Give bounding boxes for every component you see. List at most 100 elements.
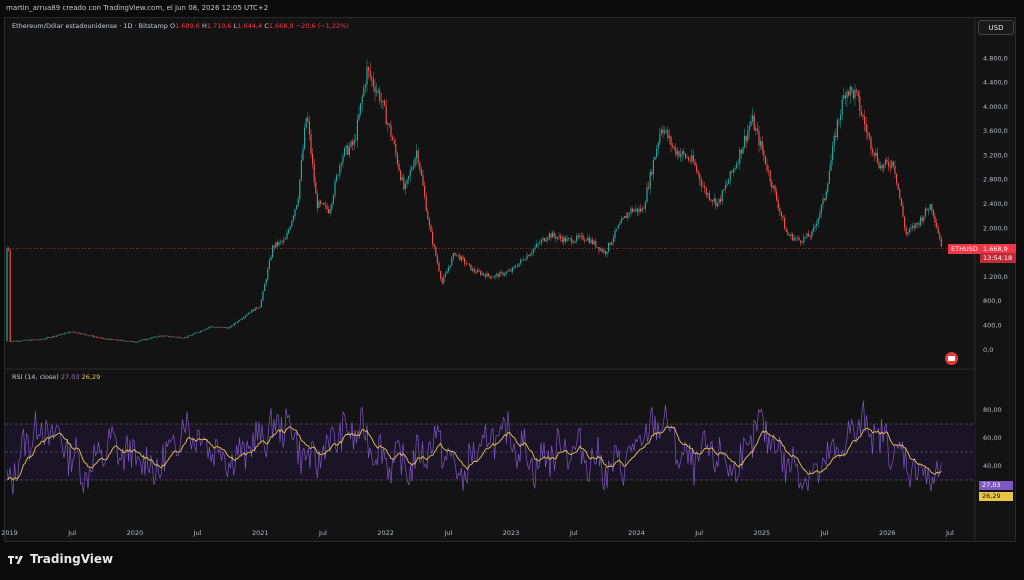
candle-body	[56, 335, 58, 337]
open-label: O	[169, 22, 176, 30]
rsi-label[interactable]: RSI (14, close)	[12, 373, 59, 381]
candle-body	[603, 250, 605, 252]
candle-body	[692, 155, 694, 162]
candle-body	[419, 162, 421, 170]
candle-body	[873, 152, 875, 156]
candle-body	[128, 341, 130, 343]
time-axis-tick: Jul	[569, 529, 578, 537]
candle-body	[384, 100, 386, 106]
candle-body	[886, 160, 888, 163]
candle-body	[760, 141, 762, 146]
candle-body	[390, 125, 392, 137]
candle-body	[268, 260, 270, 269]
candle-body	[291, 220, 293, 227]
candle-body	[158, 335, 160, 337]
candle-body	[723, 189, 725, 191]
candle-body	[907, 232, 909, 235]
candle-body	[915, 222, 917, 228]
candle-body	[230, 325, 232, 328]
candle-body	[185, 337, 187, 338]
candle-body	[828, 170, 830, 184]
candle-body	[318, 200, 320, 208]
candle-body	[566, 238, 568, 242]
candle-body	[80, 333, 82, 335]
candle-body	[396, 153, 398, 165]
candle-body	[513, 266, 515, 268]
currency-button[interactable]: USD	[978, 20, 1014, 35]
candle-body	[89, 335, 91, 337]
candle-body	[206, 328, 208, 330]
candle-body	[867, 131, 869, 134]
candle-body	[425, 195, 427, 212]
candle-body	[6, 248, 8, 342]
time-axis-tick: 2022	[377, 529, 394, 537]
candle-body	[339, 165, 341, 176]
candle-body	[588, 237, 590, 244]
candle-body	[753, 115, 755, 131]
brand-name: TradingView	[30, 552, 114, 566]
high-value: 1.710,6	[206, 22, 232, 30]
candle-body	[33, 339, 35, 341]
candle-body	[574, 241, 576, 243]
candle-body	[611, 241, 613, 245]
candle-body	[88, 335, 90, 337]
candle-body	[896, 173, 898, 184]
candle-body	[552, 232, 554, 238]
candle-body	[878, 162, 880, 169]
candle-body	[147, 338, 149, 340]
time-axis-tick: Jul	[443, 529, 452, 537]
candle-body	[817, 218, 819, 224]
symbol-title[interactable]: Ethereum/Dólar estadounidense · 1D · Bit…	[12, 22, 168, 30]
candle-body	[542, 238, 544, 241]
time-axis-tick: Jul	[820, 529, 829, 537]
candle-body	[328, 209, 330, 214]
brand-logo[interactable]: TradingView	[8, 552, 113, 566]
candle-body	[897, 183, 899, 190]
price-legend: Ethereum/Dólar estadounidense · 1D · Bit…	[12, 22, 349, 30]
candle-body	[310, 133, 312, 154]
candle-body	[276, 242, 278, 246]
candle-body	[809, 236, 811, 238]
candle-body	[592, 239, 594, 245]
candle-body	[217, 326, 219, 328]
candle-body	[209, 326, 211, 328]
candle-body	[144, 339, 146, 341]
candle-body	[534, 247, 536, 250]
candle-body	[564, 237, 566, 242]
candle-body	[468, 263, 470, 265]
candle-body	[590, 239, 592, 244]
currency-flag-icon[interactable]	[945, 352, 958, 365]
candle-body	[848, 91, 850, 96]
candle-body	[30, 339, 32, 341]
candle-body	[216, 327, 218, 328]
candle-body	[888, 162, 890, 167]
candle-body	[435, 246, 437, 256]
rsi-value-a: 27,03	[60, 373, 80, 381]
candle-body	[448, 267, 450, 272]
candle-body	[792, 234, 794, 241]
candle-body	[608, 242, 610, 252]
candle-body	[784, 217, 786, 230]
candle-body	[934, 216, 936, 223]
candle-body	[582, 235, 584, 241]
price-axis-tick: 2.400,0	[983, 200, 1008, 208]
candle-body	[336, 175, 338, 182]
candle-body	[827, 183, 829, 192]
candle-body	[489, 275, 491, 278]
candle-body	[233, 323, 235, 326]
candle-body	[184, 337, 186, 338]
candle-body	[444, 273, 446, 278]
candle-body	[289, 226, 291, 230]
candle-body	[248, 313, 250, 315]
candle-body	[876, 152, 878, 163]
candle-body	[62, 333, 64, 335]
candle-body	[228, 327, 230, 329]
candle-body	[824, 198, 826, 200]
candle-body	[571, 238, 573, 243]
candle-body	[118, 340, 120, 341]
candle-body	[347, 145, 349, 155]
candle-body	[841, 98, 843, 115]
candle-body	[579, 235, 581, 238]
candle-body	[604, 250, 606, 255]
